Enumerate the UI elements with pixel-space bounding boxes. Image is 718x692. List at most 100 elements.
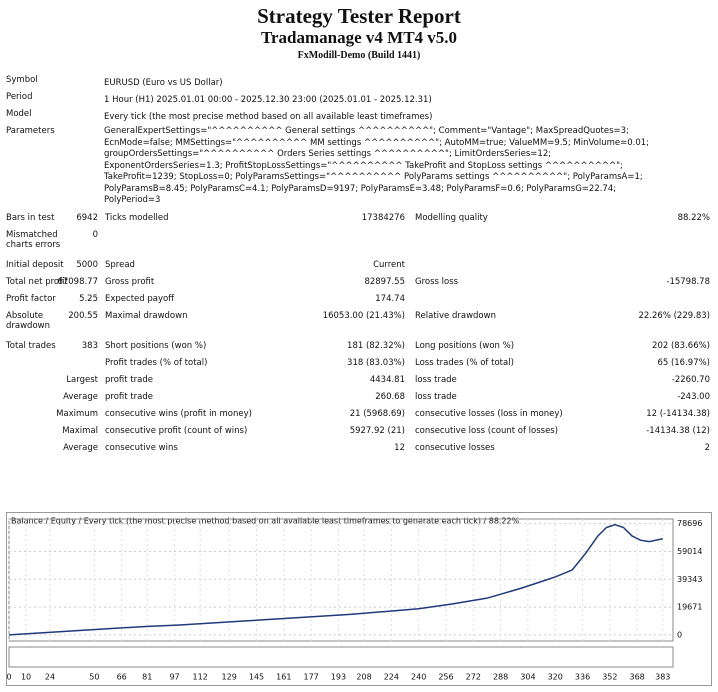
row-label: Absolute drawdown: [6, 310, 50, 331]
row-label: Profit factor: [6, 293, 56, 304]
x-tick-label: 383: [655, 673, 670, 682]
item-value: 2: [704, 442, 710, 453]
x-tick-label: 256: [438, 673, 453, 682]
row-value: 6942: [76, 212, 98, 223]
item-value: -14134.38 (12): [646, 425, 710, 436]
stats-row: Bars in test 6942 Ticks modelled 17384276 Mo…: [0, 210, 718, 227]
item-value: Current: [373, 259, 405, 270]
row-label: Total net profit: [6, 276, 68, 287]
x-tick-label: 81: [142, 673, 152, 682]
stats-row: Initial deposit 5000 Spread Current: [0, 257, 718, 274]
volume-area: [8, 646, 674, 668]
row-label: Average: [63, 442, 98, 453]
x-tick-label: 240: [411, 673, 426, 682]
item-label: Modelling quality: [415, 212, 488, 223]
y-tick-label: 59014: [677, 547, 702, 556]
item-value: 16053.00 (21.43%): [322, 310, 405, 321]
item-value: 181 (82.32%): [347, 340, 405, 351]
balance-line: [8, 523, 663, 636]
stats-row: Largest profit trade 4434.81 loss trade -226…: [0, 372, 718, 389]
row-label: Period: [6, 92, 33, 102]
item-label: consecutive wins: [105, 442, 178, 453]
item-label: Maximal drawdown: [105, 310, 188, 321]
row-label: Bars in test: [6, 212, 55, 223]
info-row: Period 1 Hour (H1) 2025.01.01 00:00 - 202…: [0, 89, 718, 106]
item-label: Ticks modelled: [105, 212, 169, 223]
header: Strategy Tester Report Tradamanage v4 MT…: [0, 4, 718, 64]
plot-area: [8, 518, 674, 642]
row-value: 5.25: [79, 293, 98, 304]
x-tick-label: 129: [222, 673, 237, 682]
info-row: Model Every tick (the most precise method…: [0, 106, 718, 123]
x-tick-label: 224: [384, 673, 399, 682]
item-label: profit trade: [105, 391, 153, 402]
item-value: -2260.70: [671, 374, 710, 385]
x-tick-label: 352: [602, 673, 617, 682]
row-label: Maximum: [56, 408, 98, 419]
item-label: consecutive wins (profit in money): [105, 408, 252, 419]
y-tick-label: 0: [677, 630, 682, 639]
x-tick-label: 320: [548, 673, 563, 682]
item-label: profit trade: [105, 374, 153, 385]
x-tick-label: 336: [575, 673, 590, 682]
row-label: Total trades: [6, 340, 56, 351]
report-table: Symbol EURUSD (Euro vs US Dollar) Period 1 …: [0, 72, 718, 457]
item-value: 88.22%: [677, 212, 710, 223]
x-tick-label: 0: [6, 673, 11, 682]
x-tick-label: 145: [249, 673, 264, 682]
info-row: Parameters GeneralExpertSettings="^^^^^^^…: [0, 123, 718, 210]
row-label: Largest: [66, 374, 98, 385]
report-title: Strategy Tester Report: [257, 4, 461, 28]
stats-row: Maximum consecutive wins (profit in money…: [0, 406, 718, 423]
chart-title: Balance / Equity / Every tick (the most …: [11, 517, 520, 526]
item-value: -243.00: [677, 391, 710, 402]
x-tick-label: 368: [630, 673, 645, 682]
item-value: 260.68: [375, 391, 405, 402]
stats-row: Total net profit 67098.77 Gross profit 8289…: [0, 274, 718, 291]
expert-name: Tradamanage v4 MT4 v5.0: [260, 28, 458, 47]
row-label: Parameters: [6, 126, 55, 136]
item-value: -15798.78: [666, 276, 710, 287]
item-value: 318 (83.03%): [347, 357, 405, 368]
item-label: consecutive losses: [415, 442, 495, 453]
item-value: 65 (16.97%): [657, 357, 710, 368]
item-label: Spread: [105, 259, 135, 270]
y-tick-label: 19671: [677, 603, 702, 612]
row-value: EURUSD (Euro vs US Dollar): [104, 78, 223, 88]
item-label: loss trade: [415, 391, 457, 402]
item-label: Profit trades (% of total): [105, 357, 208, 368]
row-value: 200.55: [68, 310, 98, 321]
item-label: Gross profit: [105, 276, 155, 287]
item-label: Expected payoff: [105, 293, 175, 304]
stats-row: Average profit trade 260.68 loss trade -243.…: [0, 389, 718, 406]
item-value: 12: [394, 442, 405, 453]
item-label: loss trade: [415, 374, 457, 385]
x-tick-label: 161: [276, 673, 291, 682]
x-tick-label: 112: [193, 673, 208, 682]
row-value: 1 Hour (H1) 2025.01.01 00:00 - 2025.12.3…: [104, 95, 432, 105]
item-value: 202 (83.66%): [652, 340, 710, 351]
item-value: 22.26% (229.83): [638, 310, 711, 321]
item-label: Long positions (won %): [415, 340, 515, 351]
row-label: Initial deposit: [6, 259, 64, 270]
stats-row: Profit factor 5.25 Expected payoff 174.74: [0, 291, 718, 308]
item-label: Short positions (won %): [105, 340, 207, 351]
item-value: 82897.55: [364, 276, 405, 287]
x-tick-label: 304: [520, 673, 535, 682]
server: FxModill-Demo (Build 1441): [297, 50, 421, 61]
item-value: 12 (-14134.38): [646, 408, 710, 419]
stats-row: Absolute drawdown 200.55 Maximal drawdown 1…: [0, 308, 718, 338]
x-tick-label: 272: [466, 673, 481, 682]
x-tick-label: 50: [89, 673, 99, 682]
item-label: Loss trades (% of total): [415, 357, 514, 368]
row-label: Mismatched charts errors: [6, 229, 61, 250]
item-value: 5927.92 (21): [349, 425, 405, 436]
x-tick-label: 97: [169, 673, 179, 682]
row-value: GeneralExpertSettings="^^^^^^^^^^ Genera…: [104, 126, 650, 205]
row-label: Symbol: [6, 75, 38, 85]
item-label: Relative drawdown: [415, 310, 496, 321]
stats-row: Maximal consecutive profit (count of wins…: [0, 423, 718, 440]
x-tick-label: 66: [117, 673, 127, 682]
y-tick-label: 39343: [677, 575, 702, 584]
y-tick-label: 78696: [677, 519, 702, 528]
